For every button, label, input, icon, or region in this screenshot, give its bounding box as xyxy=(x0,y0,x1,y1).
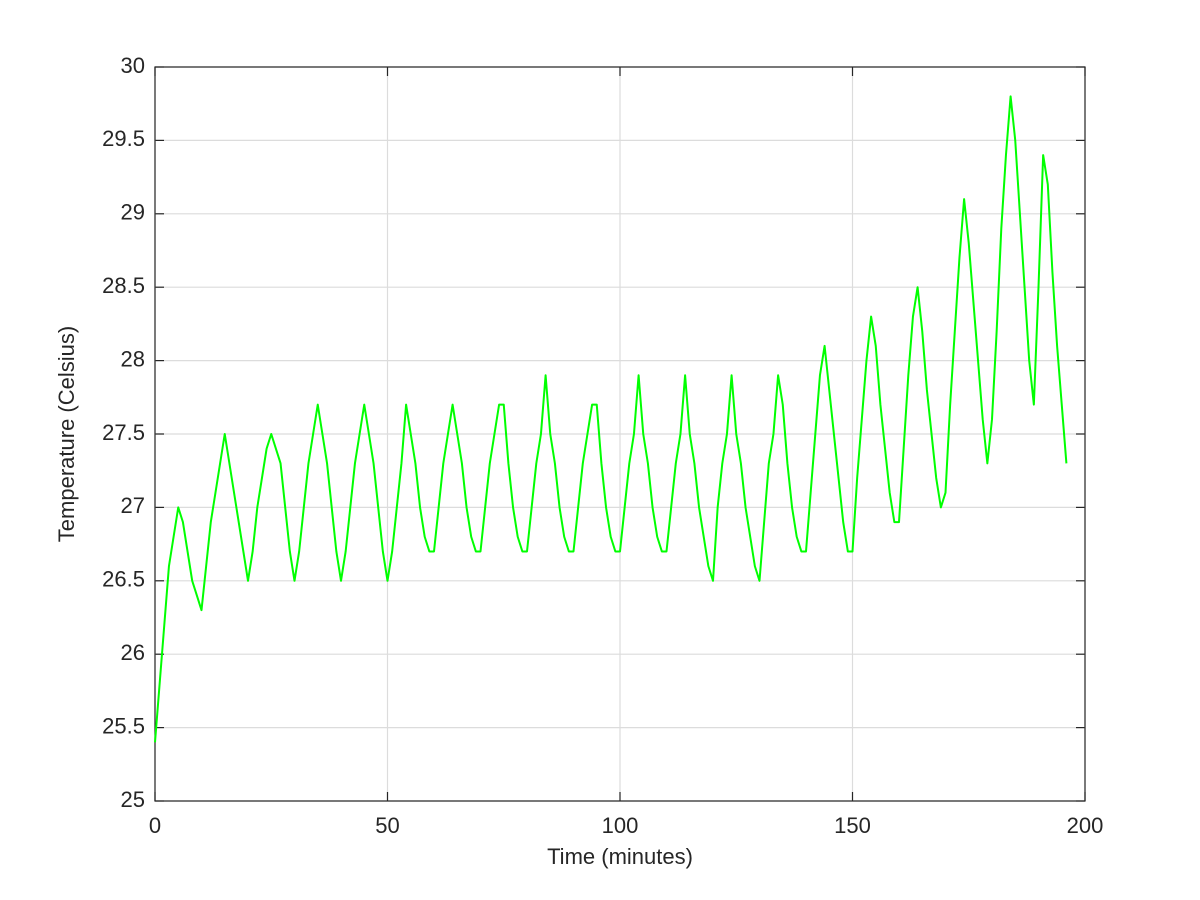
y-tick-label: 25 xyxy=(121,787,145,812)
x-tick-label: 50 xyxy=(375,813,399,838)
y-tick-label: 28.5 xyxy=(102,273,145,298)
y-tick-label: 26 xyxy=(121,640,145,665)
plot-frame xyxy=(154,66,1086,802)
y-tick-label: 27 xyxy=(121,493,145,518)
y-tick-label: 26.5 xyxy=(102,567,145,592)
x-tick-label: 150 xyxy=(834,813,871,838)
y-axis-label: Temperature (Celsius) xyxy=(54,326,79,542)
y-tick-label: 30 xyxy=(121,53,145,78)
x-axis-label: Time (minutes) xyxy=(547,844,693,869)
y-tick-label: 27.5 xyxy=(102,420,145,445)
x-tick-label: 0 xyxy=(149,813,161,838)
y-tick-label: 29.5 xyxy=(102,126,145,151)
x-tick-label: 200 xyxy=(1067,813,1104,838)
y-tick-label: 29 xyxy=(121,200,145,225)
x-tick-label: 100 xyxy=(602,813,639,838)
data-line xyxy=(154,95,1068,743)
y-tick-label: 28 xyxy=(121,346,145,371)
y-tick-label: 25.5 xyxy=(102,713,145,738)
